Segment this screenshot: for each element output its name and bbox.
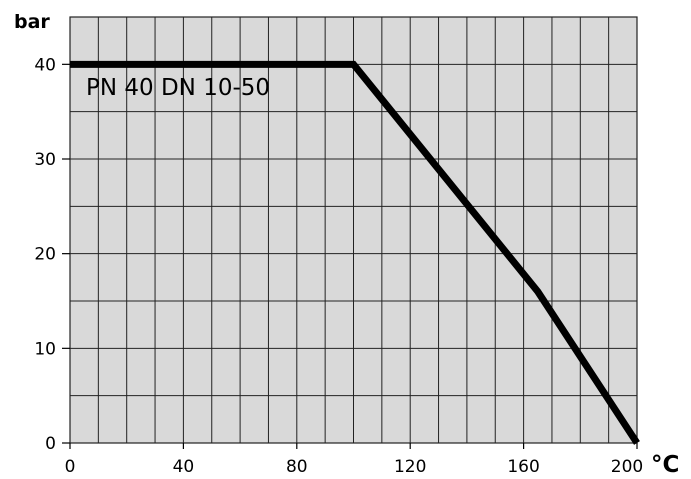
plot-frame [69, 16, 638, 444]
series-line [70, 60, 640, 445]
series-label: PN 40 DN 10-50 [86, 75, 270, 101]
y-tick-label: 10 [34, 339, 56, 359]
series-layer [70, 60, 640, 445]
x-tick-label: 0 [65, 457, 76, 477]
x-axis-ticks: 0 40 80 120 160 200 [65, 443, 643, 477]
y-axis-ticks: 0 10 20 30 40 [34, 55, 70, 454]
x-tick-label: 120 [394, 457, 426, 477]
x-tick-label: 200 [611, 457, 643, 477]
x-tick-label: 40 [173, 457, 195, 477]
x-tick-label: 160 [507, 457, 539, 477]
y-tick-label: 20 [34, 245, 56, 265]
x-axis-unit-label: °C [651, 452, 679, 478]
y-tick-label: 40 [34, 55, 56, 75]
x-tick-label: 80 [286, 457, 308, 477]
y-tick-label: 30 [34, 150, 56, 170]
y-tick-label: 0 [45, 434, 56, 454]
y-axis-unit-label: bar [14, 11, 50, 33]
